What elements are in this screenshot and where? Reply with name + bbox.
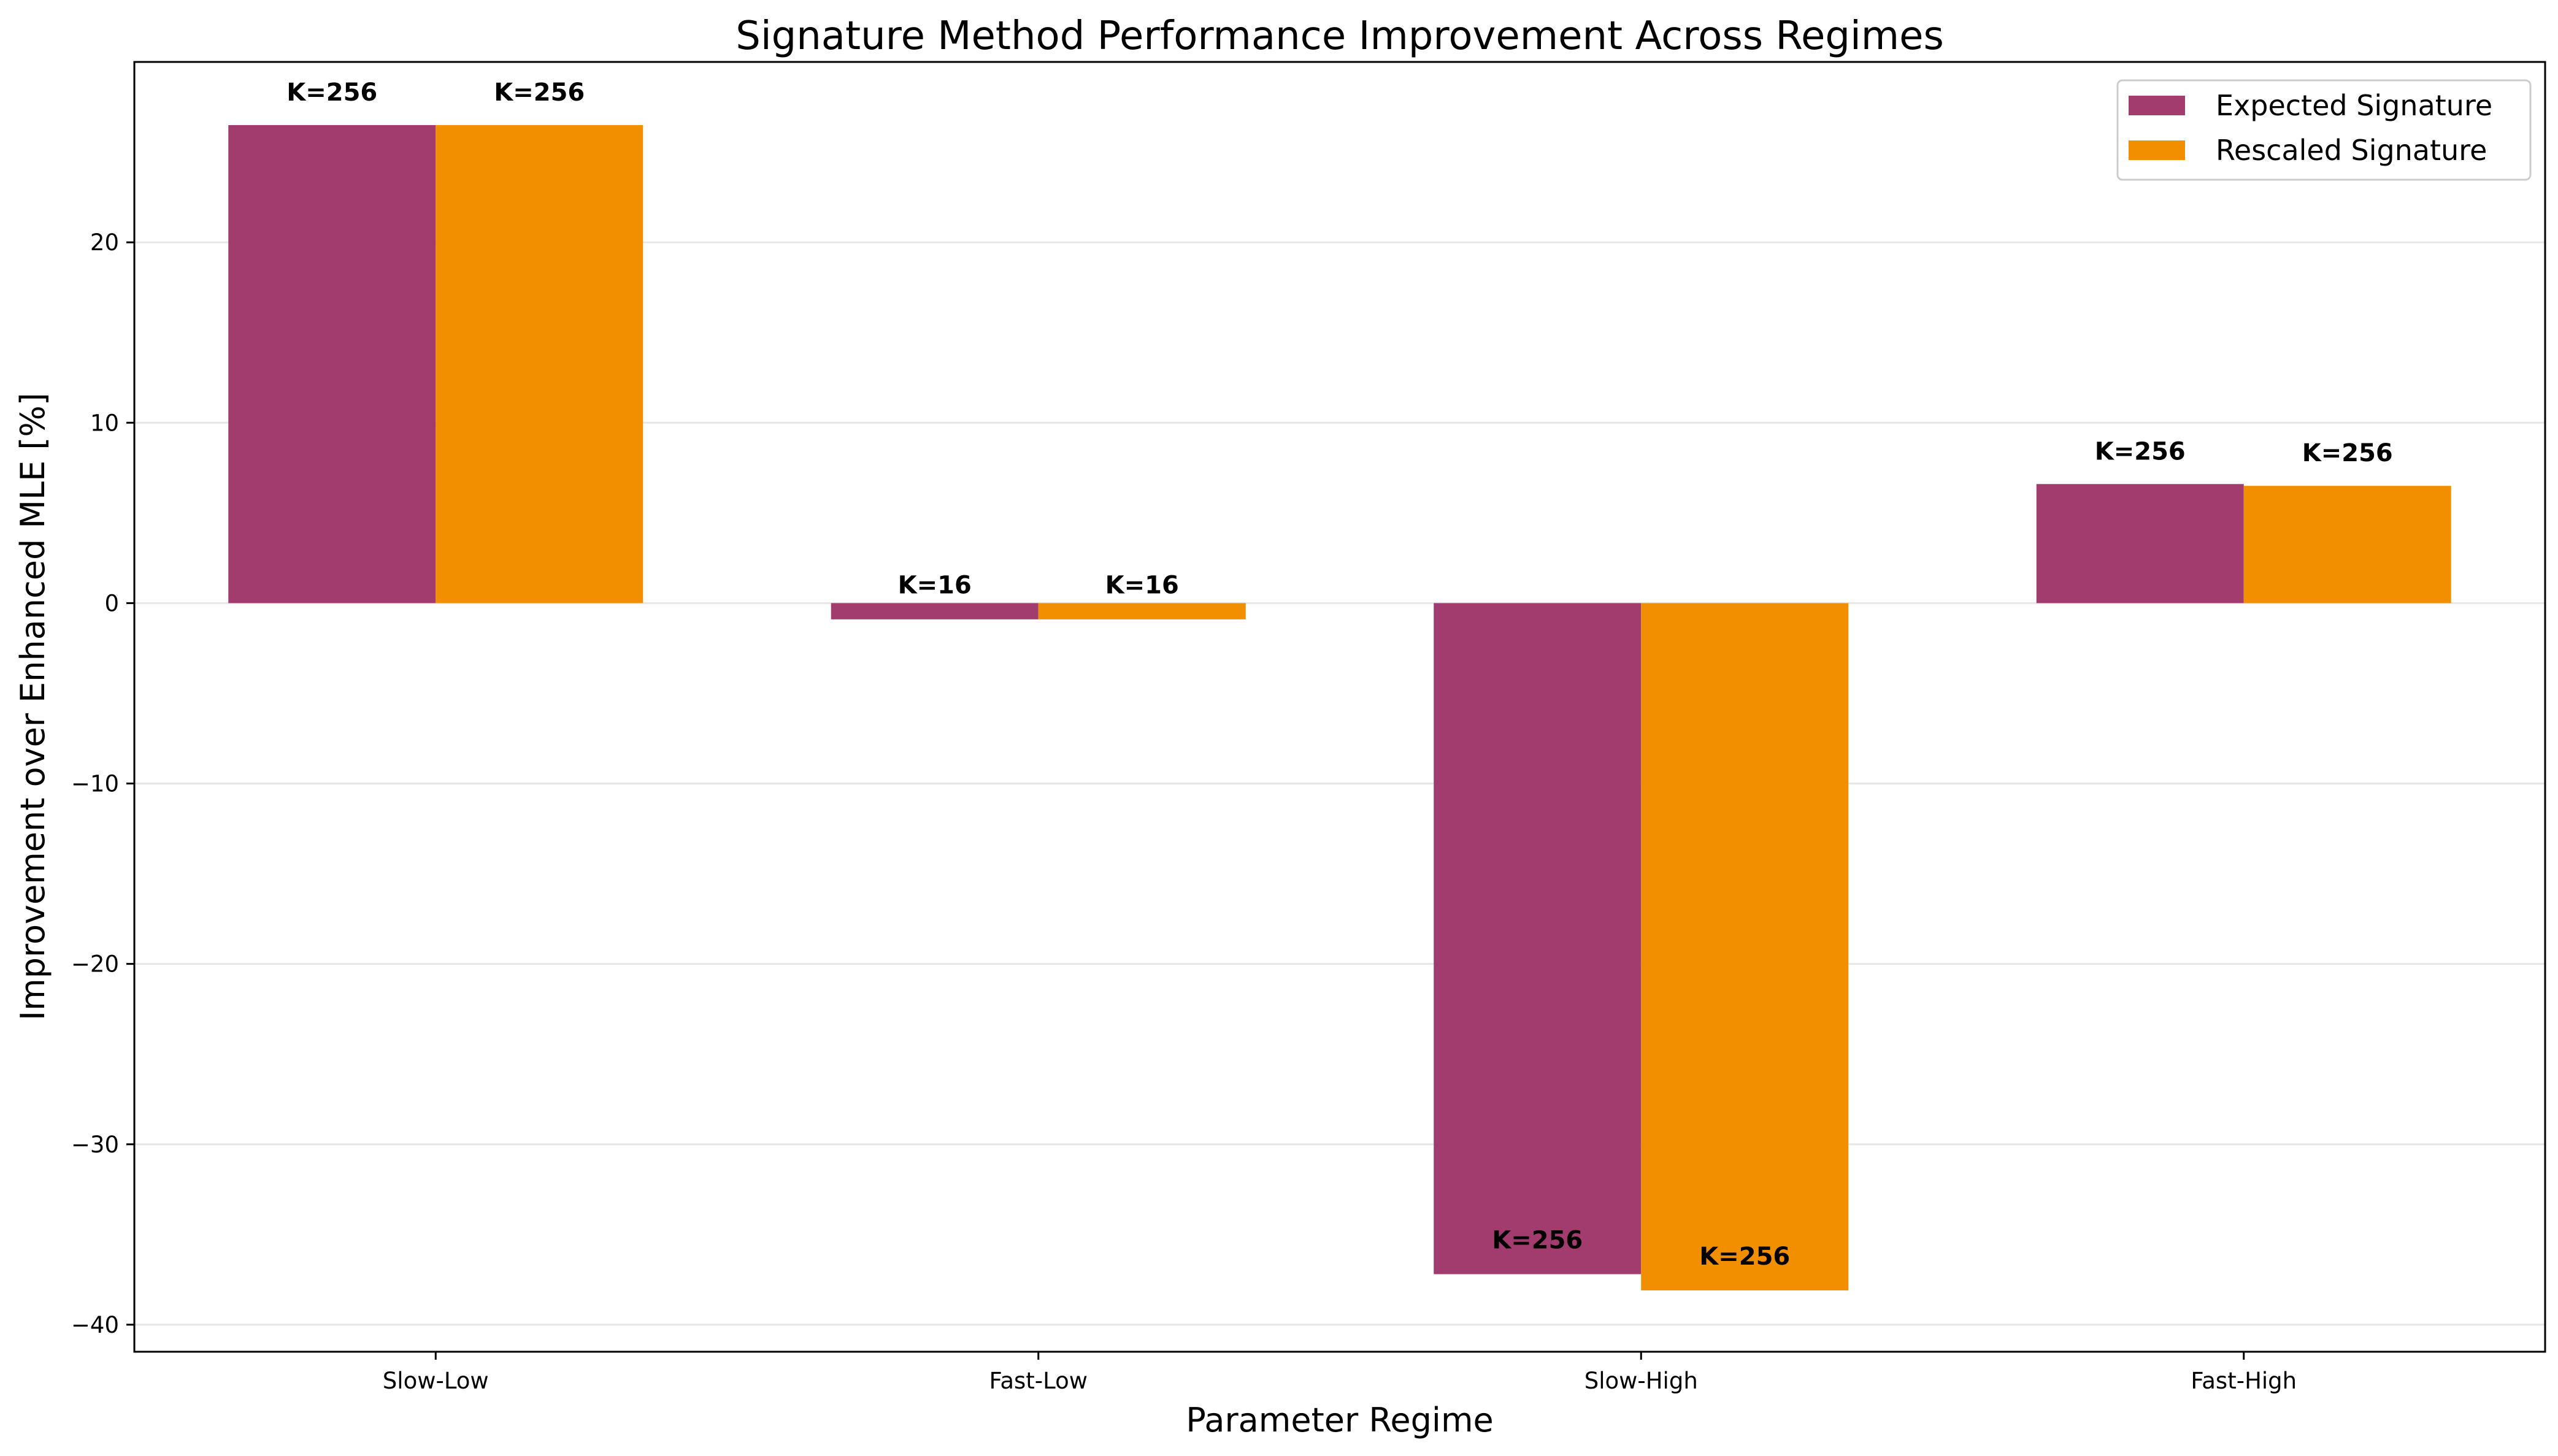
plot-frame xyxy=(133,61,2546,1353)
legend-swatch-expected-signature xyxy=(2129,96,2185,115)
x-axis-title: Parameter Regime xyxy=(1186,1401,1494,1439)
bar xyxy=(228,125,436,603)
bar-value-label: K=16 xyxy=(1105,571,1179,599)
bar xyxy=(2036,484,2244,603)
y-tick-label: 0 xyxy=(104,590,119,616)
legend-swatch-rescaled-signature xyxy=(2129,140,2185,160)
y-tick-label: −30 xyxy=(71,1132,119,1158)
legend-label-expected-signature: Expected Signature xyxy=(2216,89,2492,122)
bars xyxy=(228,125,2451,1290)
bar xyxy=(2243,486,2451,603)
bar-value-label: K=256 xyxy=(494,79,585,107)
grid-lines xyxy=(134,241,2545,1326)
bar xyxy=(1641,603,1849,1290)
bar-value-label: K=256 xyxy=(1699,1243,1790,1271)
bar-labels: K=256 K=16 K=256 K=256 K=256 K=16 K=256 K=256 xyxy=(286,79,2393,1271)
x-tick-label: Slow-Low xyxy=(383,1368,489,1394)
y-tick-label: −20 xyxy=(71,951,119,978)
bar xyxy=(436,125,643,603)
bar xyxy=(1038,603,1246,619)
y-axis-title: Improvement over Enhanced MLE [%] xyxy=(13,393,52,1021)
x-axis: Slow-Low Fast-Low Slow-High Fast-High xyxy=(383,1352,2297,1394)
bar-value-label: K=256 xyxy=(2095,437,2186,466)
bar-value-label: K=256 xyxy=(2302,439,2393,467)
legend-box xyxy=(2116,79,2532,181)
bar-value-label: K=256 xyxy=(286,79,377,107)
x-tick-label: Slow-High xyxy=(1584,1368,1698,1394)
legend: Expected Signature Rescaled Signature xyxy=(2116,79,2532,181)
y-tick-label: −10 xyxy=(71,771,119,797)
y-axis: −40 −30 −20 −10 0 10 20 xyxy=(71,229,134,1338)
x-tick-label: Fast-High xyxy=(2191,1368,2297,1394)
y-tick-label: 10 xyxy=(90,410,119,436)
x-tick-label: Fast-Low xyxy=(989,1368,1088,1394)
legend-label-rescaled-signature: Rescaled Signature xyxy=(2216,134,2487,167)
bar xyxy=(1434,603,1642,1274)
chart-title: Signature Method Performance Improvement… xyxy=(736,13,1944,59)
bar-value-label: K=256 xyxy=(1492,1227,1583,1255)
y-tick-label: 20 xyxy=(90,229,119,256)
bar xyxy=(831,603,1039,619)
bar-value-label: K=16 xyxy=(898,571,972,599)
y-tick-label: −40 xyxy=(71,1312,119,1338)
